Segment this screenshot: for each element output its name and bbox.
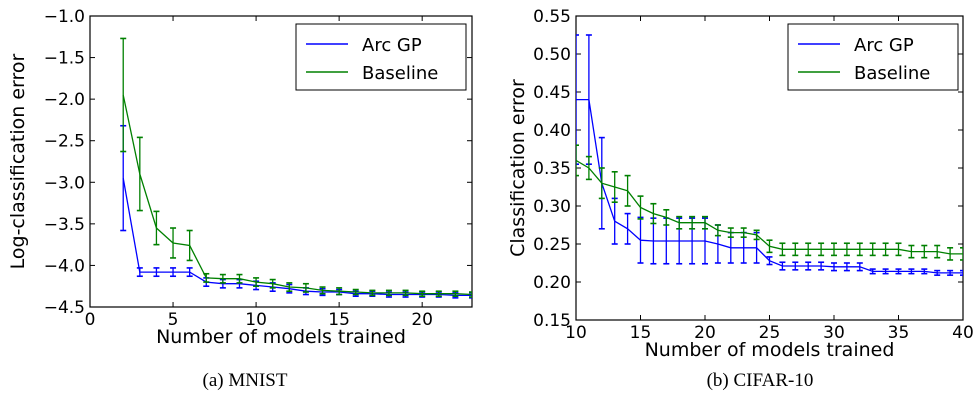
legend-entry: Baseline: [854, 63, 930, 84]
legend-entry: Arc GP: [854, 35, 914, 56]
error-bar: [576, 144, 579, 177]
error-bar: [469, 291, 472, 298]
y-tick-label: 0.20: [533, 273, 571, 293]
y-tick-label: 0.50: [533, 45, 571, 65]
x-tick-label: 30: [823, 323, 845, 343]
x-tick-label: 15: [328, 310, 350, 330]
y-tick-label: 0.25: [533, 235, 571, 255]
y-tick-label: −3.0: [44, 173, 85, 193]
y-tick-label: 0.40: [533, 121, 571, 141]
figure-caption: (b) CIFAR-10: [707, 370, 814, 391]
x-tick-label: 20: [411, 310, 433, 330]
y-tick-label: −2.5: [44, 132, 85, 152]
plot-area: [576, 34, 963, 276]
error-bar: [576, 34, 579, 165]
chart-panel-2: 10 15 20 25 30 35 40 0.15 0.20 0.25 0.30 0.35 0.40 0.…: [507, 7, 974, 391]
legend: Arc GP Baseline: [295, 23, 467, 91]
x-tick-label: 0: [85, 310, 96, 330]
plot-area: [120, 37, 472, 299]
series-baseline: [576, 144, 963, 261]
x-tick-label: 25: [759, 323, 781, 343]
y-tick-label: 0.35: [533, 159, 571, 179]
y-axis-label: Log-classification error: [7, 53, 29, 269]
y-tick-label: −1.5: [44, 49, 85, 69]
x-axis-label: Number of models trained: [645, 339, 895, 361]
y-axis-label: Classification error: [507, 79, 529, 257]
x-tick-label: 15: [630, 323, 652, 343]
legend: Arc GP Baseline: [787, 23, 959, 91]
figure-caption: (a) MNIST: [203, 370, 288, 391]
y-tick-label: 0.15: [533, 311, 571, 331]
legend-box: [295, 23, 467, 91]
series-arc-gp: [576, 34, 963, 276]
y-tick-label: −3.5: [44, 215, 85, 235]
error-bar: [469, 292, 472, 299]
y-tick-label: 0.30: [533, 197, 571, 217]
y-tick-label: −4.0: [44, 256, 85, 276]
x-tick-label: 10: [565, 323, 587, 343]
series-line: [122, 94, 472, 296]
y-tick-label: −4.5: [44, 298, 85, 318]
y-tick-label: −2.0: [44, 90, 85, 110]
chart-panel-1: 0 5 10 15 20 −4.5 −4.0 −3.5 −3.0 −2.5 −2.0 −1.5 −1.0…: [7, 7, 473, 391]
x-tick-label: 40: [952, 323, 974, 343]
x-tick-label: 20: [694, 323, 716, 343]
x-tick-label: 5: [168, 310, 179, 330]
plot-frame: [89, 15, 473, 308]
error-bar: [960, 247, 963, 261]
series-baseline: [120, 37, 472, 298]
legend-box: [787, 23, 959, 91]
series-line: [122, 177, 472, 297]
series-arc-gp: [120, 124, 472, 299]
legend-entry: Arc GP: [362, 35, 422, 56]
x-tick-label: 35: [888, 323, 910, 343]
error-bar: [960, 269, 963, 276]
legend-entry: Baseline: [362, 63, 438, 84]
y-tick-label: 0.45: [533, 83, 571, 103]
x-axis-label: Number of models trained: [156, 326, 406, 348]
y-tick-label: −1.0: [44, 7, 85, 27]
y-tick-label: 0.55: [533, 7, 571, 27]
x-tick-label: 10: [245, 310, 267, 330]
